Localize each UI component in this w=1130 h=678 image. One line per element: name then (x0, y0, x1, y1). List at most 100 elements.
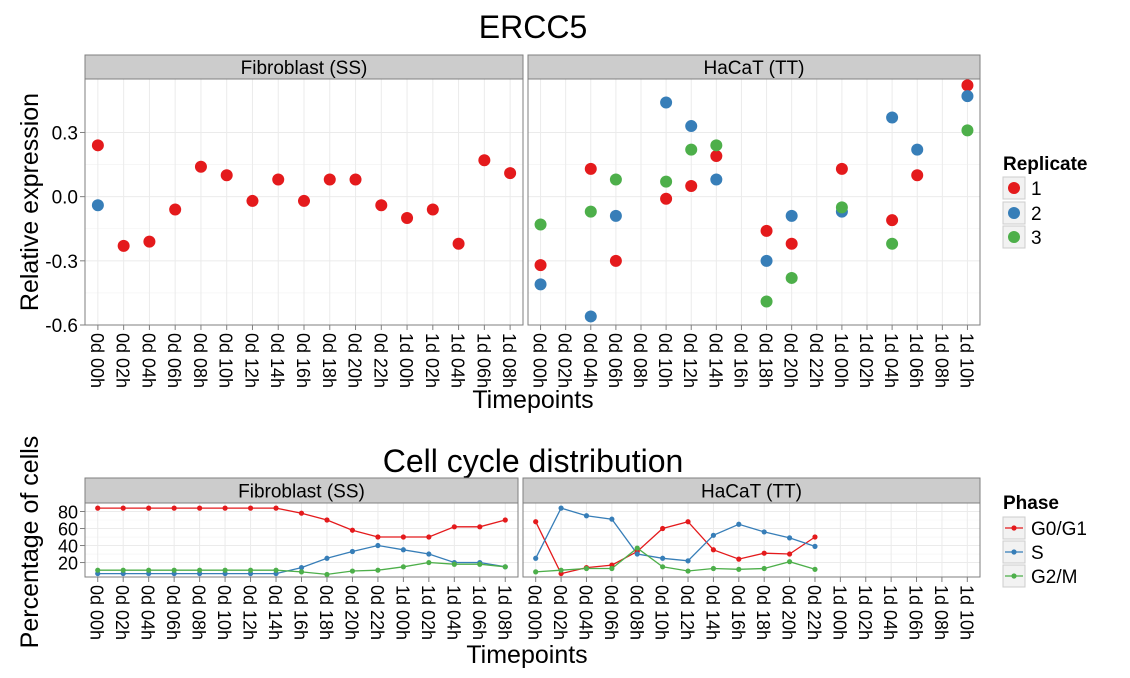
data-point-g2-m (736, 566, 742, 572)
data-point-s (533, 555, 539, 561)
data-point-1 (785, 237, 798, 250)
x-tick-label: 0d 18h (319, 333, 339, 388)
x-tick-label: 0d 04h (575, 585, 595, 640)
data-point-1 (349, 173, 362, 186)
x-tick-label: 1d 10h (956, 333, 976, 388)
facet-strip (84, 477, 519, 504)
y-axis-label: Relative expression (16, 93, 44, 311)
y-tick-label: -0.3 (45, 252, 78, 273)
data-point-2 (760, 254, 773, 267)
x-tick-label: 1d 00h (829, 585, 849, 640)
data-point-g2-m (349, 568, 356, 574)
x-tick-label: 1d 04h (881, 333, 901, 388)
data-point-g2-m (197, 567, 203, 573)
x-tick-label: 0d 22h (804, 585, 824, 640)
x-tick-label: 1d 04h (443, 585, 463, 640)
data-point-1 (401, 212, 414, 225)
x-tick-label: 0d 06h (605, 333, 625, 388)
legend-marker (1011, 525, 1017, 531)
x-tick-label: 0d 14h (702, 585, 722, 640)
x-tick-label: 0d 22h (367, 585, 387, 640)
facet-label: HaCaT (TT) (704, 58, 805, 79)
data-point-g2-m (609, 565, 615, 572)
y-tick-label: 80 (58, 503, 78, 523)
data-point-s (609, 516, 615, 522)
x-tick-label: 0d 08h (630, 333, 650, 388)
plot-panel (528, 79, 980, 325)
data-point-g2-m (273, 567, 279, 573)
data-point-g2-m (558, 567, 564, 573)
data-point-1 (886, 214, 899, 227)
data-point-3 (785, 271, 798, 284)
data-point-g0-g1 (146, 505, 152, 511)
data-point-g2-m (146, 567, 152, 573)
data-point-s (426, 551, 432, 557)
data-point-g2-m (786, 559, 793, 565)
data-point-g2-m (685, 568, 691, 574)
data-point-2 (785, 209, 798, 222)
data-point-g0-g1 (736, 556, 742, 562)
x-tick-label: 1d 02h (418, 585, 438, 640)
data-point-g2-m (222, 567, 228, 573)
data-point-2 (886, 111, 899, 124)
x-tick-label: 0d 00h (530, 333, 550, 388)
facet-label: Fibroblast (SS) (241, 58, 368, 79)
data-point-g2-m (634, 545, 640, 551)
x-tick-label: 1d 02h (422, 333, 442, 388)
data-point-1 (534, 259, 547, 272)
data-point-s (710, 532, 717, 538)
x-tick-label: 0d 02h (550, 585, 570, 640)
x-tick-label: 0d 16h (293, 333, 313, 388)
data-point-g0-g1 (95, 505, 101, 511)
data-point-g2-m (502, 564, 508, 570)
data-point-g2-m (426, 559, 432, 566)
data-point-1 (220, 169, 233, 182)
x-tick-label: 1d 06h (469, 585, 489, 640)
x-tick-label: 1d 00h (396, 333, 416, 388)
data-point-3 (584, 205, 597, 218)
x-tick-label: 1d 10h (956, 585, 976, 640)
data-point-g0-g1 (685, 519, 691, 525)
x-tick-label: 0d 16h (291, 585, 311, 640)
legend-title: Phase (1003, 493, 1059, 514)
data-point-3 (835, 201, 848, 214)
data-point-1 (194, 160, 207, 173)
data-point-g0-g1 (222, 505, 228, 511)
data-point-3 (534, 218, 547, 231)
data-point-g0-g1 (171, 505, 177, 511)
data-point-g0-g1 (502, 517, 508, 523)
data-point-g2-m (95, 567, 101, 573)
data-point-g0-g1 (400, 534, 406, 540)
series-line-g2-m (535, 547, 816, 573)
x-tick-label: 0d 04h (138, 585, 158, 640)
data-point-2 (91, 199, 104, 212)
x-tick-label: 0d 20h (779, 585, 799, 640)
x-tick-label: 0d 20h (345, 333, 365, 388)
data-point-g2-m (120, 567, 126, 573)
x-tick-label: 0d 10h (216, 333, 236, 388)
data-point-s (324, 555, 330, 561)
data-point-3 (760, 295, 773, 308)
data-point-1 (835, 162, 848, 175)
data-point-3 (961, 124, 974, 137)
data-point-1 (143, 235, 156, 248)
data-point-g2-m (171, 567, 177, 573)
x-tick-label: 1d 08h (931, 585, 951, 640)
data-point-g2-m (583, 565, 590, 572)
data-point-1 (169, 203, 182, 216)
data-point-g2-m (375, 567, 381, 573)
x-tick-label: 0d 20h (781, 333, 801, 388)
data-point-1 (91, 139, 104, 152)
x-tick-label: 0d 12h (677, 585, 697, 640)
x-tick-label: 1d 02h (856, 333, 876, 388)
x-tick-label: 0d 06h (164, 333, 184, 388)
data-point-s (583, 513, 590, 519)
legend-label: 2 (1031, 204, 1042, 225)
data-point-3 (710, 139, 723, 152)
x-tick-label: 1d 08h (494, 585, 514, 640)
data-point-1 (584, 162, 597, 175)
x-axis-label: Timepoints (472, 386, 593, 414)
chart-title: ERCC5 (479, 9, 587, 45)
data-point-g2-m (400, 564, 406, 570)
